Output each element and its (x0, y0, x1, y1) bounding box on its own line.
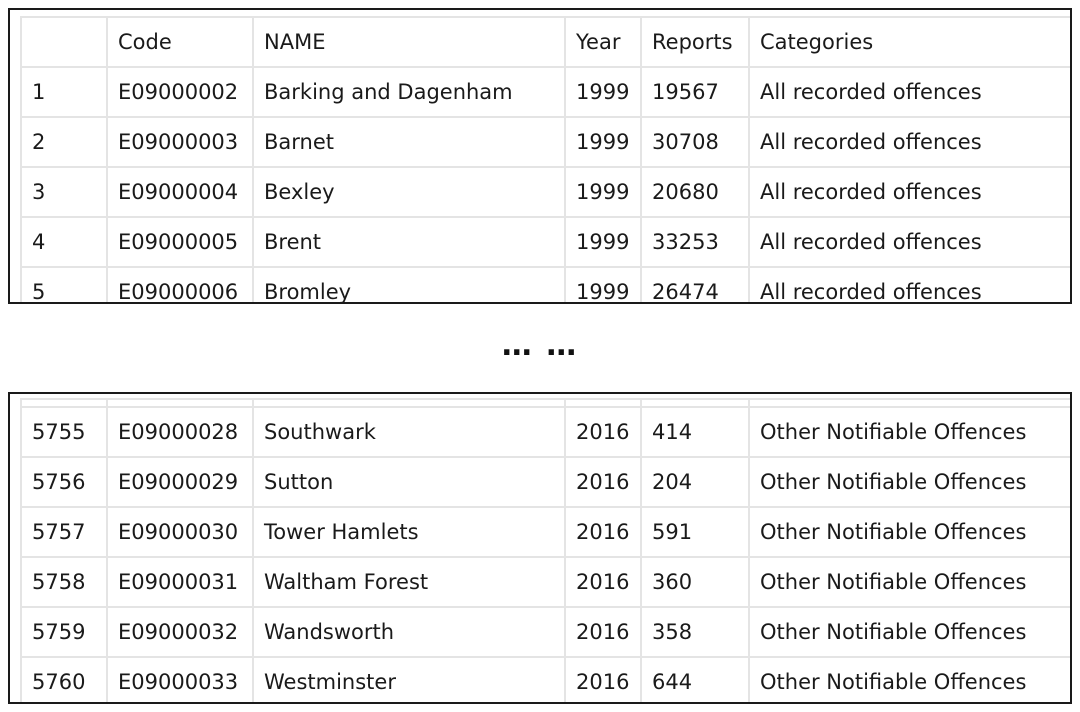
cell-reports: 204 (640, 456, 750, 508)
cell-category: All recorded offences (748, 66, 1070, 118)
cell-reports: 591 (640, 506, 750, 558)
cell-index: 5757 (20, 506, 108, 558)
header-categories: Categories (748, 16, 1070, 68)
cell-category: Other Notifiable Offences (748, 606, 1070, 658)
cell-category: Other Notifiable Offences (748, 456, 1070, 508)
cell-year: 1999 (564, 116, 642, 168)
table-panel-top: Code NAME Year Reports Categories 1 E090… (8, 8, 1072, 304)
cell-index: 5758 (20, 556, 108, 608)
cell-code: E09000002 (106, 66, 254, 118)
cell-code: E09000033 (106, 656, 254, 702)
cell-name: Barnet (252, 116, 566, 168)
cell-index: 1 (20, 66, 108, 118)
table-header-row: Code NAME Year Reports Categories (20, 16, 1070, 68)
cell-reports: 33253 (640, 216, 750, 268)
cell-name: Southwark (252, 406, 566, 458)
cell-reports: 30708 (640, 116, 750, 168)
cell-category: All recorded offences (748, 116, 1070, 168)
cell-year: 1999 (564, 216, 642, 268)
table-row: 5756 E09000029 Sutton 2016 204 Other Not… (20, 456, 1070, 508)
cell-code: E09000005 (106, 216, 254, 268)
cell-name: Barking and Dagenham (252, 66, 566, 118)
cell-code: E09000028 (106, 406, 254, 458)
header-index (20, 16, 108, 68)
cell-code: E09000031 (106, 556, 254, 608)
cell-year: 1999 (564, 66, 642, 118)
cell-name: Brent (252, 216, 566, 268)
cell-reports: 19567 (640, 66, 750, 118)
table-row: 5755 E09000028 Southwark 2016 414 Other … (20, 406, 1070, 458)
cell-category: All recorded offences (748, 216, 1070, 268)
cell-name: Bromley (252, 266, 566, 302)
cell-index: 5755 (20, 406, 108, 458)
rows-omitted-ellipsis: … … (501, 328, 579, 363)
cell-reports: 644 (640, 656, 750, 702)
cell-index: 5759 (20, 606, 108, 658)
table-panel-bottom: 5755 E09000028 Southwark 2016 414 Other … (8, 392, 1072, 704)
cell-code: E09000003 (106, 116, 254, 168)
cell-index: 3 (20, 166, 108, 218)
cell-category: Other Notifiable Offences (748, 556, 1070, 608)
cell-code: E09000004 (106, 166, 254, 218)
cell-code: E09000006 (106, 266, 254, 302)
data-table-top: Code NAME Year Reports Categories 1 E090… (20, 16, 1070, 302)
cell-name: Bexley (252, 166, 566, 218)
cell-category: Other Notifiable Offences (748, 406, 1070, 458)
header-name: NAME (252, 16, 566, 68)
cell-code: E09000029 (106, 456, 254, 508)
cell-reports: 358 (640, 606, 750, 658)
cell-name: Sutton (252, 456, 566, 508)
cell-index: 2 (20, 116, 108, 168)
table-row: 1 E09000002 Barking and Dagenham 1999 19… (20, 66, 1070, 118)
table-row: 3 E09000004 Bexley 1999 20680 All record… (20, 166, 1070, 218)
cell-name: Westminster (252, 656, 566, 702)
cell-year: 2016 (564, 656, 642, 702)
header-reports: Reports (640, 16, 750, 68)
data-table-bottom: 5755 E09000028 Southwark 2016 414 Other … (20, 398, 1070, 702)
cell-year: 1999 (564, 266, 642, 302)
cell-year: 2016 (564, 456, 642, 508)
cell-reports: 26474 (640, 266, 750, 302)
cell-index: 5756 (20, 456, 108, 508)
cell-category: All recorded offences (748, 166, 1070, 218)
cell-category: All recorded offences (748, 266, 1070, 302)
header-code: Code (106, 16, 254, 68)
cell-index: 5760 (20, 656, 108, 702)
cell-year: 2016 (564, 556, 642, 608)
cell-year: 2016 (564, 606, 642, 658)
cell-category: Other Notifiable Offences (748, 656, 1070, 702)
cell-category: Other Notifiable Offences (748, 506, 1070, 558)
table-row-spacer (20, 398, 1070, 408)
header-year: Year (564, 16, 642, 68)
cell-code: E09000032 (106, 606, 254, 658)
cell-year: 1999 (564, 166, 642, 218)
table-row: 5760 E09000033 Westminster 2016 644 Othe… (20, 656, 1070, 702)
cell-code: E09000030 (106, 506, 254, 558)
cell-reports: 360 (640, 556, 750, 608)
cell-reports: 414 (640, 406, 750, 458)
cell-index: 5 (20, 266, 108, 302)
table-row: 5759 E09000032 Wandsworth 2016 358 Other… (20, 606, 1070, 658)
table-row: 5758 E09000031 Waltham Forest 2016 360 O… (20, 556, 1070, 608)
table-row: 4 E09000005 Brent 1999 33253 All recorde… (20, 216, 1070, 268)
table-row: 2 E09000003 Barnet 1999 30708 All record… (20, 116, 1070, 168)
cell-name: Tower Hamlets (252, 506, 566, 558)
cell-year: 2016 (564, 406, 642, 458)
cell-index: 4 (20, 216, 108, 268)
table-row: 5 E09000006 Bromley 1999 26474 All recor… (20, 266, 1070, 302)
cell-name: Waltham Forest (252, 556, 566, 608)
cell-year: 2016 (564, 506, 642, 558)
cell-reports: 20680 (640, 166, 750, 218)
table-row: 5757 E09000030 Tower Hamlets 2016 591 Ot… (20, 506, 1070, 558)
cell-name: Wandsworth (252, 606, 566, 658)
